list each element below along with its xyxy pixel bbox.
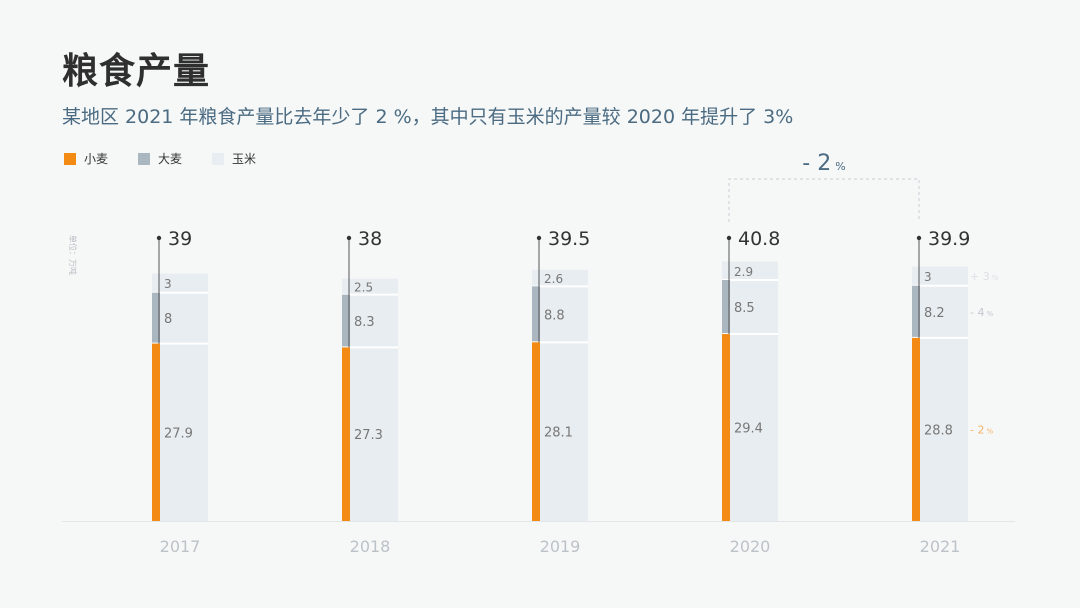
- x-tick-label: 2019: [540, 537, 581, 556]
- page-title: 粮食产量: [62, 51, 211, 92]
- legend-label: 小麦: [84, 152, 109, 166]
- barley-bar: [342, 294, 350, 347]
- total-change-label: - 2%: [802, 151, 845, 176]
- barley-bar: [912, 285, 920, 337]
- corn-bar-panel: [912, 266, 968, 286]
- wheat-value-label: 29.4: [734, 422, 763, 437]
- corn-value-label: 2.5: [354, 281, 373, 295]
- page-subtitle: 某地区 2021 年粮食产量比去年少了 2 %，其中只有玉米的产量较 2020 …: [62, 106, 794, 128]
- wheat-bar: [912, 337, 920, 521]
- total-marker-dot: [916, 235, 922, 241]
- corn-bar: [532, 269, 540, 286]
- wheat-bar: [342, 347, 350, 521]
- unit-label: 单位：万吨: [68, 235, 78, 275]
- legend-item-wheat: 小麦: [64, 150, 108, 167]
- barley-value-label: 8.2: [924, 306, 945, 321]
- barley-bar: [532, 286, 540, 342]
- barley-value-label: 8.5: [734, 301, 755, 316]
- total-label: 38: [358, 228, 382, 250]
- legend-swatch: [212, 152, 225, 165]
- legend-swatch: [64, 152, 76, 165]
- total-label: 40.8: [738, 228, 780, 250]
- x-tick-label: 2020: [730, 537, 771, 556]
- barley-bar: [152, 292, 160, 343]
- total-marker-dot: [536, 235, 542, 241]
- wheat-bar-panel: [342, 347, 398, 521]
- corn-bar: [342, 278, 350, 294]
- total-label: 39.9: [928, 228, 970, 250]
- wheat-bar-panel: [722, 334, 778, 521]
- wheat-value-label: 28.1: [544, 426, 573, 441]
- wheat-bar-panel: [532, 342, 588, 521]
- wheat-value-label: 28.8: [924, 423, 953, 438]
- x-tick-label: 2018: [350, 537, 391, 556]
- series-change-label-corn: + 3%: [970, 270, 999, 283]
- total-label: 39.5: [548, 228, 590, 250]
- wheat-bar: [152, 343, 160, 521]
- barley-value-label: 8.3: [354, 315, 375, 330]
- corn-bar-panel: [532, 269, 588, 287]
- barley-bar: [722, 279, 730, 334]
- barley-value-label: 8.8: [544, 308, 565, 323]
- wheat-bar-panel: [152, 343, 208, 521]
- barley-bar-panel: [342, 294, 398, 348]
- barley-bar-panel: [722, 279, 778, 335]
- wheat-value-label: 27.3: [354, 428, 383, 443]
- corn-bar: [152, 273, 160, 292]
- legend-item-corn: 玉米: [212, 150, 256, 167]
- wheat-bar: [722, 334, 730, 521]
- corn-value-label: 3: [164, 277, 172, 291]
- legend-label: 玉米: [232, 152, 257, 166]
- corn-value-label: 2.9: [734, 265, 753, 279]
- total-marker-dot: [726, 235, 732, 241]
- legend: 小麦 大麦 玉米: [64, 150, 256, 167]
- total-marker-dot: [156, 235, 162, 241]
- barley-bar-panel: [532, 286, 588, 343]
- corn-bar: [722, 261, 730, 279]
- series-change-label-wheat: - 2%: [970, 423, 993, 436]
- change-bracket: [728, 178, 920, 222]
- legend-label: 大麦: [158, 152, 183, 166]
- total-label: 39: [168, 228, 192, 250]
- barley-bar-panel: [152, 292, 208, 344]
- x-tick-label: 2021: [920, 537, 961, 556]
- wheat-value-label: 27.9: [164, 426, 193, 441]
- legend-item-barley: 大麦: [138, 150, 182, 167]
- corn-value-label: 3: [924, 270, 932, 284]
- corn-bar-panel: [342, 278, 398, 295]
- corn-bar-panel: [722, 261, 778, 280]
- x-tick-label: 2017: [160, 537, 201, 556]
- corn-bar-panel: [152, 273, 208, 293]
- corn-value-label: 2.6: [544, 272, 563, 286]
- barley-bar-panel: [912, 285, 968, 338]
- series-change-label-barley: - 4%: [970, 306, 993, 319]
- corn-bar: [912, 266, 920, 285]
- wheat-bar-panel: [912, 337, 968, 521]
- wheat-bar: [532, 342, 540, 521]
- total-marker-dot: [346, 235, 352, 241]
- legend-swatch: [138, 152, 151, 165]
- barley-value-label: 8: [164, 312, 172, 327]
